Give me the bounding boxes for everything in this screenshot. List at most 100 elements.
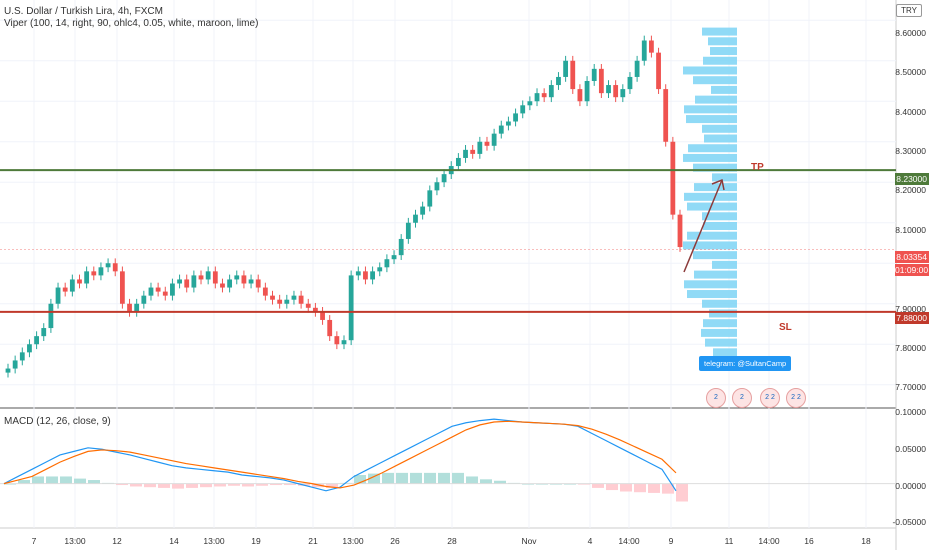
candle-body [363,271,368,280]
macd-tick: 0.00000 [895,481,926,491]
macd-bar [606,483,618,491]
candle-body [348,275,354,341]
macd-bar [228,483,240,486]
profile-bar [695,95,737,104]
profile-bar [702,212,737,221]
projection-arrow-head [711,178,725,191]
candle-body [620,89,626,98]
current-price-label: 8.03354 [895,251,929,263]
macd-bar [158,483,170,488]
profile-bar [687,202,737,211]
candle-body [241,275,247,284]
candle-body [12,360,18,369]
time-tick: 4 [587,536,593,546]
candle-body [55,287,61,304]
macd-bar [452,472,464,484]
macd-bar [144,483,156,488]
tp-label: TP [751,162,764,173]
candle-body [405,222,411,239]
profile-bar [688,144,737,153]
candle-body [184,279,190,288]
candle-body [155,287,161,292]
macd-legend[interactable]: MACD (12, 26, close, 9) [4,416,111,427]
candle-body [548,85,554,98]
profile-bar [705,338,737,347]
time-tick: 14 [169,536,179,546]
emoji-reaction[interactable]: 2 [732,388,752,408]
profile-bar [693,163,737,172]
candle-body [477,141,483,154]
price-tick: 8.60000 [895,28,926,38]
macd-bar [326,483,338,488]
time-tick: 26 [390,536,400,546]
candle-body [162,291,168,296]
candle-body [591,68,597,81]
candle-body [670,141,676,215]
candle-body [370,271,375,280]
candle-body [248,279,254,284]
projection-arrow [683,179,723,273]
time-tick: 19 [251,536,261,546]
profile-bar [702,299,737,308]
macd-line [3,418,677,492]
macd-bar [60,476,72,484]
macd-bar [662,483,674,494]
candle-body [427,190,433,207]
candle-body [141,295,147,304]
macd-bar [648,483,660,493]
profile-bar [694,183,737,192]
macd-bar [46,476,58,484]
candle-body [434,182,440,191]
profile-bar [704,134,737,143]
profile-bar [683,66,737,75]
macd-tick: -0.05000 [892,517,926,527]
time-tick: 28 [447,536,457,546]
candle-body [677,214,683,248]
candle-body [198,275,204,280]
profile-bar [712,260,737,269]
emoji-reaction[interactable]: 2 2 [786,388,806,408]
currency-button[interactable]: TRY [896,4,922,17]
indicator-legend[interactable]: Viper (100, 14, right, 90, ohlc4, 0.05, … [4,18,259,29]
macd-bar [368,473,380,484]
candle-body [255,279,261,288]
emoji-reaction[interactable]: 2 [706,388,726,408]
macd-bar [410,472,422,484]
macd-bar [634,483,646,493]
profile-bar [708,37,737,46]
candle-body [220,283,225,288]
candle-body [91,271,97,276]
candle-body [663,89,669,142]
time-tick: 13:00 [342,536,364,546]
signal-line [3,420,677,489]
candle-body [598,68,604,94]
macd-bar [592,483,604,488]
profile-bar [703,56,737,65]
macd-bar [354,475,366,484]
macd-bar [382,472,394,484]
emoji-reaction[interactable]: 2 2 [760,388,780,408]
time-tick: 16 [804,536,814,546]
candle-body [563,60,569,77]
candle-body [484,141,490,146]
telegram-label[interactable]: telegram: @SultanCamp [699,356,792,371]
macd-bar [74,478,86,484]
macd-bar [18,480,30,484]
profile-bar [710,47,737,56]
candle-body [84,271,90,284]
macd-bar [396,472,408,484]
price-tick: 7.70000 [895,382,926,392]
candle-body [641,40,647,61]
candle-body [112,263,118,272]
candle-body [69,279,75,292]
candle-body [377,267,383,272]
profile-bar [684,105,737,114]
candle-body [127,303,132,312]
macd-bar [88,480,100,484]
profile-bar [702,124,737,133]
time-tick: 14:00 [618,536,640,546]
candle-body [48,303,54,329]
candle-body [277,299,283,304]
candle-body [327,319,333,337]
